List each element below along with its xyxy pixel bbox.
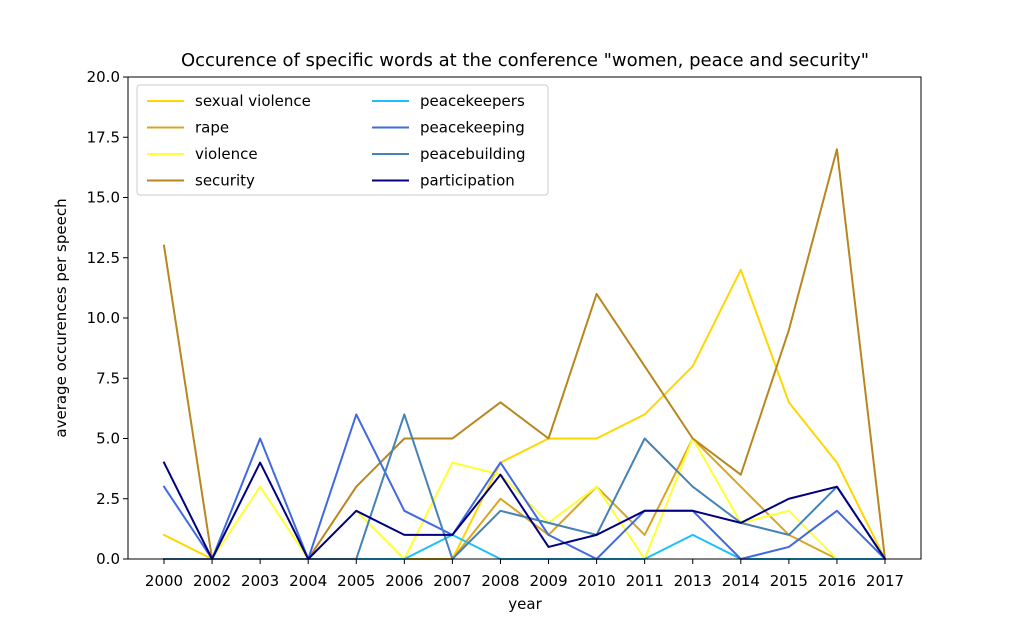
legend-label: participation xyxy=(420,172,515,190)
x-tick-label: 2014 xyxy=(722,572,760,590)
x-tick-label: 2015 xyxy=(770,572,808,590)
chart-title: Occurence of specific words at the confe… xyxy=(181,50,869,71)
x-tick-label: 2005 xyxy=(337,572,375,590)
x-tick-label: 2006 xyxy=(385,572,423,590)
x-tick-label: 2011 xyxy=(626,572,664,590)
y-tick-label: 17.5 xyxy=(87,128,120,146)
x-tick-label: 2002 xyxy=(193,572,231,590)
y-tick-label: 5.0 xyxy=(96,430,120,448)
legend-label: peacekeepers xyxy=(420,92,525,110)
x-tick-label: 2017 xyxy=(866,572,904,590)
legend-label: security xyxy=(195,172,255,190)
y-tick-label: 2.5 xyxy=(96,490,120,508)
series-line-participation xyxy=(162,461,887,561)
x-tick-label: 2007 xyxy=(433,572,471,590)
x-tick-label: 2000 xyxy=(145,572,183,590)
legend-label: rape xyxy=(195,119,229,137)
legend-label: violence xyxy=(195,145,258,163)
legend-box xyxy=(136,84,549,196)
x-tick-label: 2003 xyxy=(241,572,279,590)
plot-area-frame xyxy=(127,76,922,560)
y-axis-ticks: 0.0 2.5 5.0 7.5 10.0 12.5 15.0 17.5 20.0 xyxy=(87,68,128,568)
x-axis-ticks: 2000 2002 2003 2004 2005 2006 2007 2008 2009 2010… xyxy=(145,559,904,590)
x-tick-label: 2008 xyxy=(481,572,519,590)
x-tick-label: 2016 xyxy=(818,572,856,590)
legend-label: peacekeeping xyxy=(420,119,525,137)
x-tick-label: 2009 xyxy=(529,572,567,590)
x-tick-label: 2010 xyxy=(578,572,616,590)
y-tick-label: 7.5 xyxy=(96,369,120,387)
legend-label: peacebuilding xyxy=(420,145,526,163)
x-axis-label: year xyxy=(508,595,542,613)
y-tick-label: 20.0 xyxy=(87,68,120,86)
y-tick-label: 12.5 xyxy=(87,249,120,267)
legend-label: sexual violence xyxy=(195,92,311,110)
series-line-peacekeeping xyxy=(162,413,887,561)
y-tick-label: 15.0 xyxy=(87,189,120,207)
x-tick-label: 2013 xyxy=(674,572,712,590)
legend: sexual violence rape violence security peace… xyxy=(136,84,549,196)
y-tick-label: 10.0 xyxy=(87,309,120,327)
y-axis-label: average occurences per speech xyxy=(52,198,70,437)
y-tick-label: 0.0 xyxy=(96,550,120,568)
x-tick-label: 2004 xyxy=(289,572,327,590)
